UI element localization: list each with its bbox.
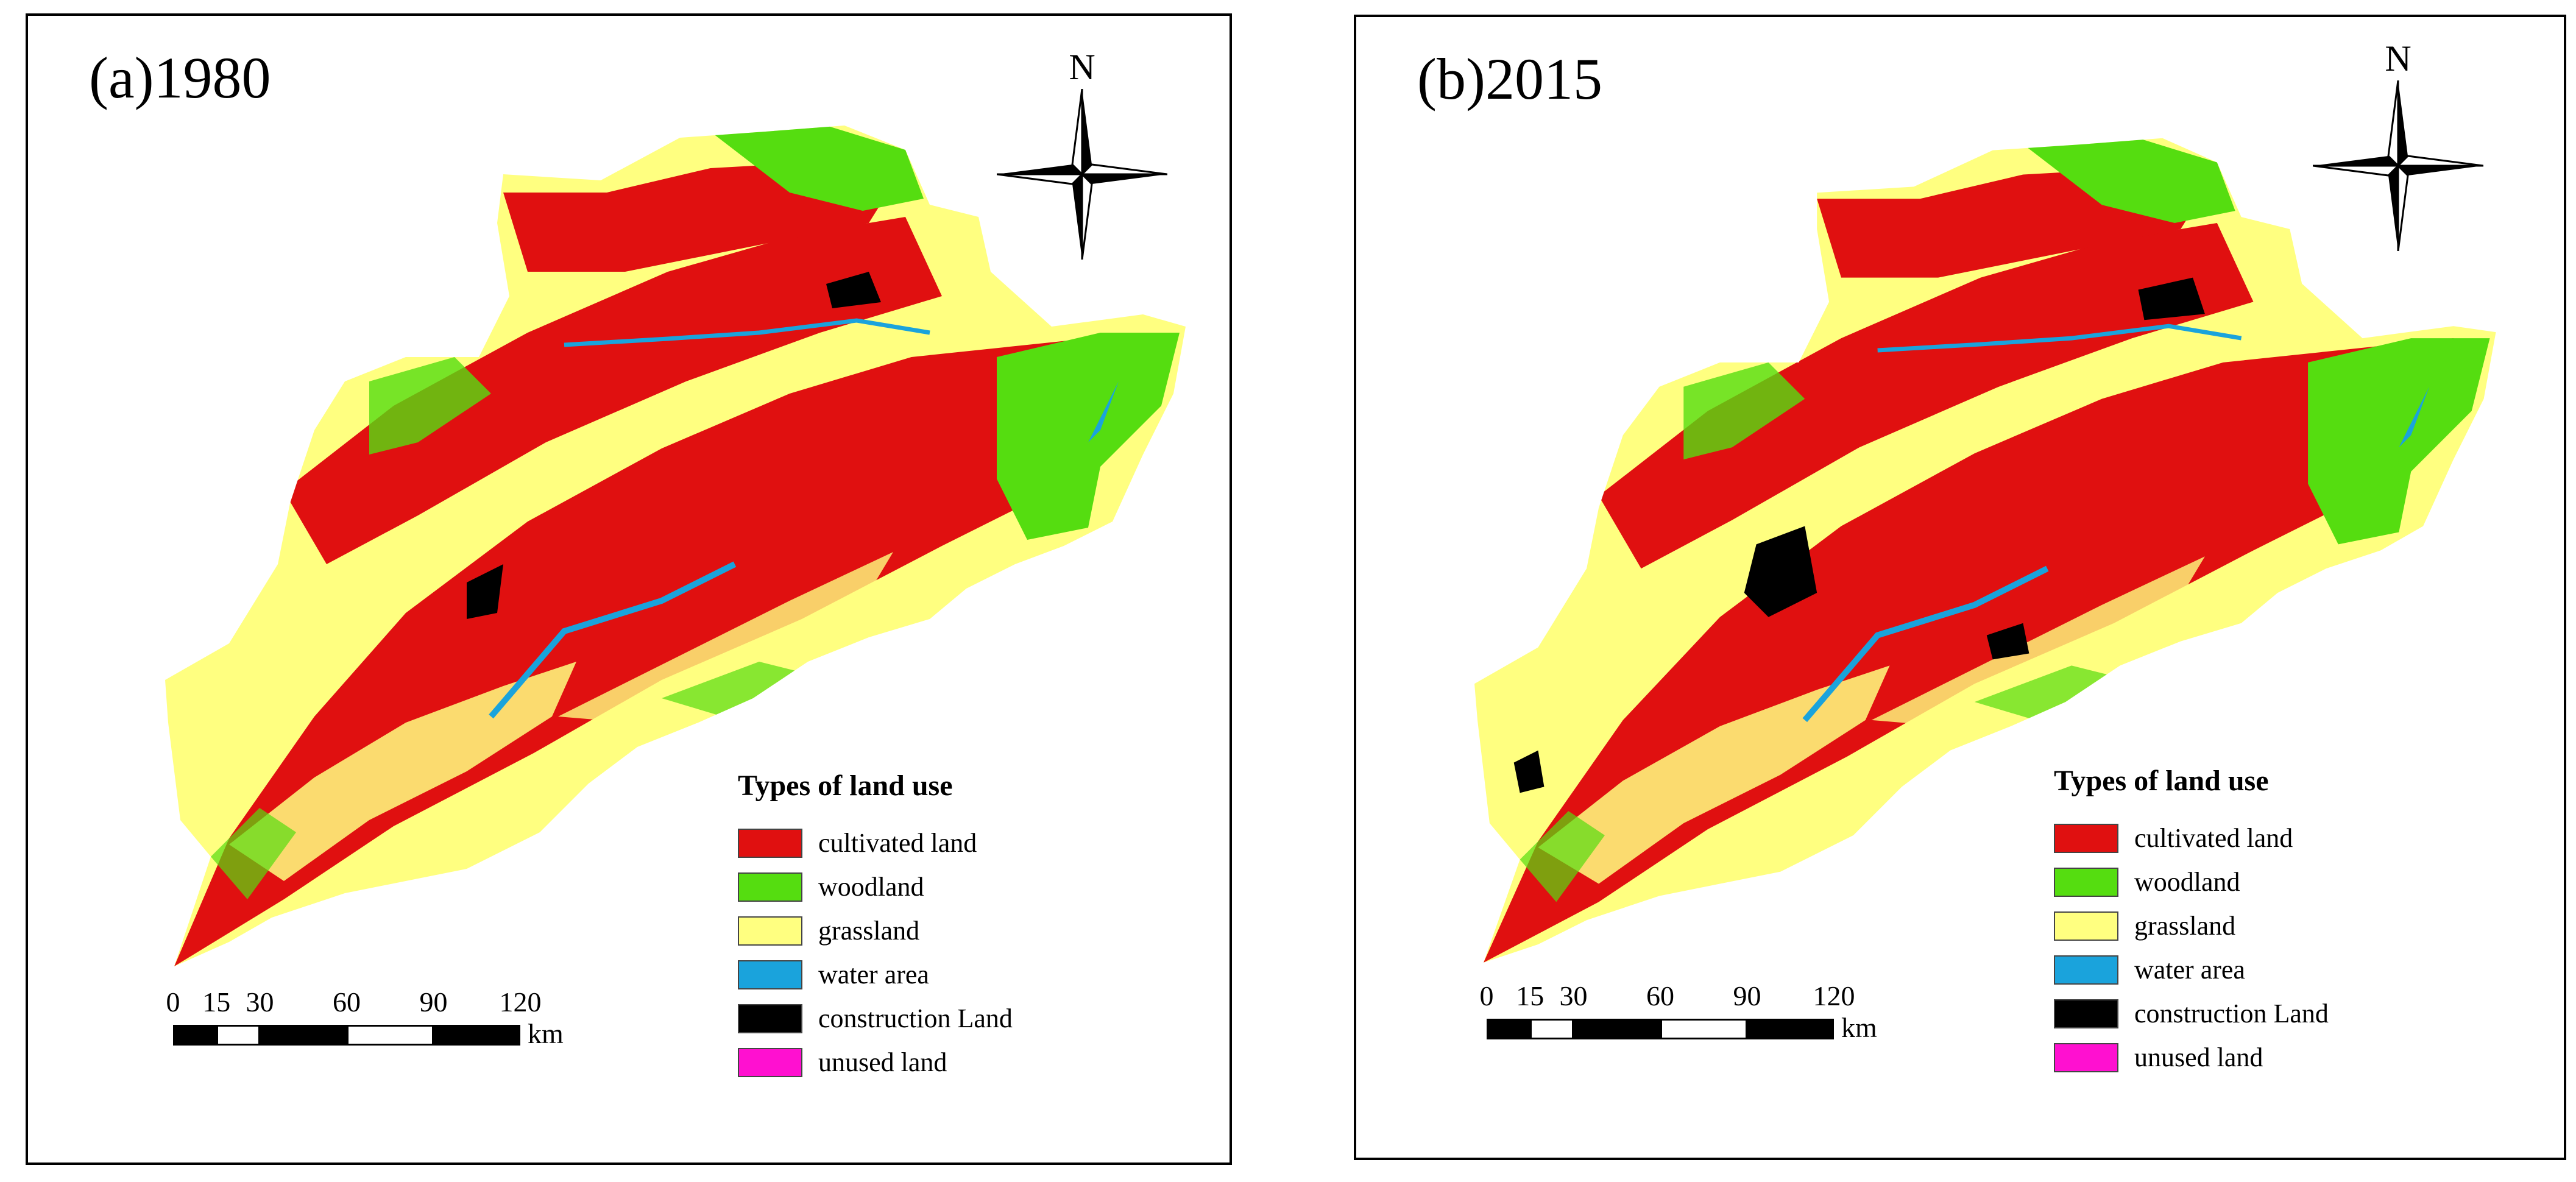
compass-rose-icon [997,89,1167,260]
scale-tick-label: 90 [419,986,448,1017]
panel-title: (a)1980 [89,45,271,110]
compass-rose-icon [2313,80,2483,251]
scale-segment [216,1025,260,1046]
legend-label: cultivated land [818,828,977,858]
legend-item: woodland [738,865,1013,909]
legend-swatch-woodland [2054,868,2118,897]
legend-item: grassland [2054,904,2329,948]
scale-tick-label: 30 [246,986,274,1017]
north-label: N [2385,38,2411,79]
scale-tick-label: 15 [202,986,231,1017]
map-panel-1980: (a)1980 N Types of land use cultivated l… [26,13,1232,1165]
scale-bar-graphic [173,1025,520,1046]
legend-item: water area [2054,948,2329,992]
legend-swatch-cultivated [2054,824,2118,853]
scale-ticks: 0 15 30 60 90 120 [1480,980,1864,1016]
map-panel-2015: (b)2015 N Types of land use cultivated l… [1354,15,2566,1160]
legend-item: unused land [2054,1036,2329,1080]
legend-swatch-unused [2054,1043,2118,1072]
scale-segment [433,1025,520,1046]
legend-swatch-water [738,960,802,989]
scale-ticks: 0 15 30 60 90 120 [166,986,551,1022]
scale-unit: km [1841,1012,1877,1043]
legend-title: Types of land use [738,770,953,802]
scale-tick-label: 90 [1733,980,1761,1011]
scale-tick-label: 60 [1646,980,1674,1011]
scale-tick-label: 60 [333,986,361,1017]
legend-label: grassland [818,916,920,946]
legend-label: cultivated land [2134,823,2293,853]
legend-label: unused land [818,1047,947,1077]
legend-item: grassland [738,909,1013,953]
legend-label: construction Land [2134,999,2329,1028]
legend-label: water area [818,960,929,989]
legend-item: cultivated land [2054,816,2329,860]
scale-tick-label: 0 [1479,980,1494,1011]
legend-swatch-unused [738,1048,802,1077]
legend-item: woodland [2054,860,2329,904]
legend-item: cultivated land [738,821,1013,865]
legend-label: unused land [2134,1042,2263,1072]
scale-segment [260,1025,347,1046]
scale-unit: km [528,1018,564,1049]
scale-tick-label: 120 [1813,980,1855,1011]
legend-swatch-cultivated [738,829,802,858]
legend-item: unused land [738,1041,1013,1085]
legend-swatch-construction [738,1004,802,1033]
land-use-map-1980 [165,126,1186,966]
legend-label: woodland [2134,867,2240,897]
legend-swatch-grassland [738,916,802,946]
scale-tick-label: 120 [499,986,542,1017]
scale-segment [347,1025,434,1046]
legend-label: water area [2134,955,2245,985]
scale-segment [1660,1019,1747,1039]
legend-item: construction Land [738,997,1013,1041]
land-use-map-2015 [1474,138,2496,963]
legend-title: Types of land use [2054,765,2269,797]
scale-bar-graphic [1487,1019,1834,1039]
panel-title: (b)2015 [1417,46,1602,111]
north-label: N [1069,47,1095,87]
scale-segment [173,1025,217,1046]
legend-item: water area [738,953,1013,997]
legend-item: construction Land [2054,992,2329,1036]
legend-swatch-construction [2054,999,2118,1028]
legend: Types of land use cultivated land woodla… [738,771,1013,1085]
scale-bar-2015: 0 15 30 60 90 120 km [1480,980,1877,1042]
legend-swatch-water [2054,955,2118,985]
scale-segment [1747,1019,1834,1039]
scale-segment [1487,1019,1530,1039]
scale-segment [1530,1019,1574,1039]
scale-bar-1980: 0 15 30 60 90 120 km [166,986,564,1048]
scale-tick-label: 0 [166,986,180,1017]
legend: Types of land use cultivated land woodla… [2054,766,2329,1080]
legend-swatch-woodland [738,872,802,902]
legend-label: construction Land [818,1003,1013,1033]
scale-tick-label: 30 [1559,980,1588,1011]
legend-label: grassland [2134,911,2236,941]
scale-tick-label: 15 [1516,980,1545,1011]
legend-swatch-grassland [2054,911,2118,941]
legend-label: woodland [818,872,924,902]
scale-segment [1573,1019,1660,1039]
